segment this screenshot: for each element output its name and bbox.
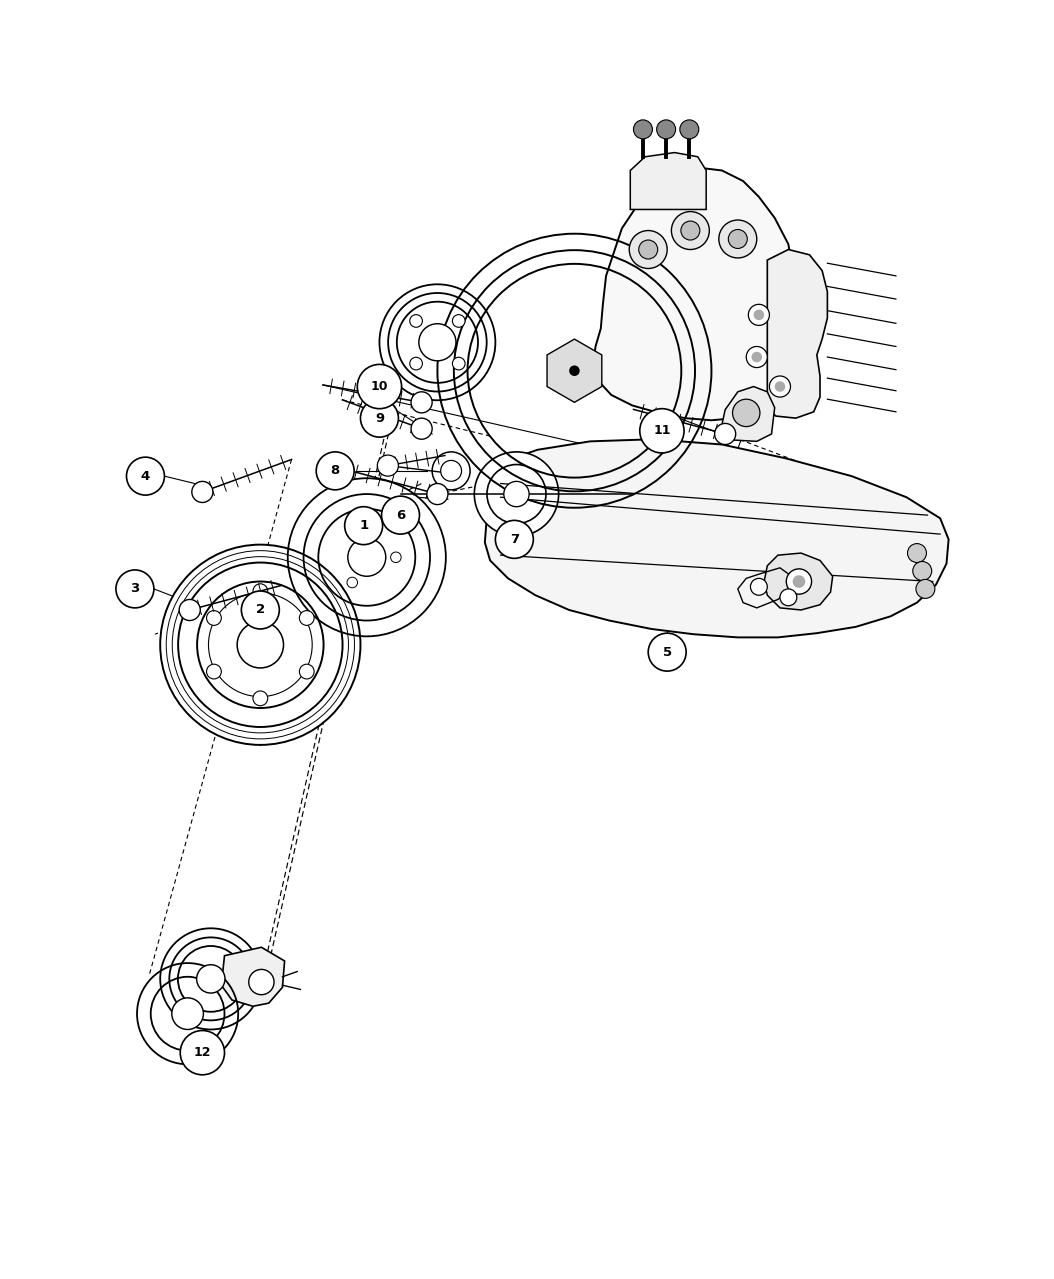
Circle shape — [640, 409, 684, 453]
Text: 7: 7 — [510, 533, 519, 546]
Circle shape — [160, 929, 261, 1030]
Circle shape — [719, 220, 757, 258]
Polygon shape — [767, 249, 827, 418]
Circle shape — [750, 578, 767, 595]
Text: 1: 1 — [359, 519, 368, 532]
Circle shape — [180, 1031, 225, 1074]
Circle shape — [748, 304, 769, 325]
Circle shape — [288, 478, 446, 637]
Circle shape — [657, 120, 676, 139]
Circle shape — [907, 544, 926, 563]
Circle shape — [207, 610, 221, 625]
Circle shape — [249, 969, 274, 995]
Circle shape — [715, 423, 736, 445]
Polygon shape — [764, 553, 833, 610]
Text: 11: 11 — [653, 425, 670, 437]
Circle shape — [427, 483, 448, 505]
Circle shape — [192, 481, 213, 503]
Circle shape — [916, 579, 935, 599]
Circle shape — [160, 545, 360, 744]
Polygon shape — [593, 168, 801, 421]
Circle shape — [411, 391, 432, 413]
Circle shape — [441, 460, 462, 481]
Circle shape — [629, 230, 667, 269]
Circle shape — [752, 352, 762, 362]
Text: 4: 4 — [141, 469, 150, 482]
Circle shape — [126, 457, 164, 495]
Circle shape — [432, 451, 470, 490]
Circle shape — [786, 569, 812, 595]
Circle shape — [671, 211, 709, 249]
Circle shape — [377, 455, 398, 476]
Polygon shape — [719, 386, 775, 441]
Circle shape — [411, 418, 432, 439]
Circle shape — [452, 315, 465, 327]
Text: 5: 5 — [663, 646, 671, 659]
Circle shape — [474, 451, 559, 536]
Circle shape — [348, 538, 386, 577]
Circle shape — [379, 284, 495, 400]
Circle shape — [452, 357, 465, 370]
Circle shape — [316, 451, 354, 490]
Text: 9: 9 — [375, 412, 384, 425]
Circle shape — [437, 234, 711, 508]
Circle shape — [253, 583, 268, 599]
Circle shape — [179, 600, 200, 620]
Circle shape — [357, 365, 402, 409]
Circle shape — [410, 357, 423, 370]
Circle shape — [418, 324, 456, 361]
Text: 8: 8 — [331, 464, 339, 477]
Circle shape — [769, 376, 790, 396]
Circle shape — [360, 399, 398, 437]
Circle shape — [775, 381, 785, 391]
Circle shape — [253, 691, 268, 706]
Circle shape — [197, 964, 225, 993]
Circle shape — [639, 240, 658, 260]
Circle shape — [793, 576, 805, 588]
Circle shape — [237, 622, 284, 668]
Circle shape — [172, 998, 203, 1030]
Text: 6: 6 — [396, 509, 405, 522]
Circle shape — [347, 577, 357, 588]
Circle shape — [780, 588, 797, 606]
Circle shape — [137, 963, 238, 1064]
Circle shape — [410, 315, 423, 327]
Text: 12: 12 — [194, 1046, 211, 1059]
Circle shape — [633, 120, 652, 139]
Polygon shape — [485, 439, 949, 637]
Circle shape — [746, 347, 767, 367]
Circle shape — [913, 561, 932, 581]
Text: 2: 2 — [256, 604, 265, 616]
Circle shape — [733, 399, 760, 427]
Circle shape — [391, 553, 402, 563]
Circle shape — [681, 221, 700, 240]
Polygon shape — [221, 948, 285, 1007]
Circle shape — [241, 591, 279, 629]
Circle shape — [207, 664, 221, 679]
Circle shape — [728, 229, 747, 248]
Text: 3: 3 — [131, 582, 139, 596]
Circle shape — [382, 496, 419, 535]
Circle shape — [345, 506, 383, 545]
Circle shape — [680, 120, 699, 139]
Circle shape — [648, 633, 686, 671]
Circle shape — [299, 610, 314, 625]
Circle shape — [347, 527, 357, 537]
Circle shape — [754, 310, 764, 320]
Circle shape — [299, 664, 314, 679]
Polygon shape — [630, 152, 706, 210]
Circle shape — [495, 521, 533, 559]
Circle shape — [116, 570, 154, 608]
Circle shape — [569, 366, 580, 376]
Circle shape — [504, 481, 529, 506]
Polygon shape — [547, 339, 602, 403]
Text: 10: 10 — [371, 380, 388, 393]
